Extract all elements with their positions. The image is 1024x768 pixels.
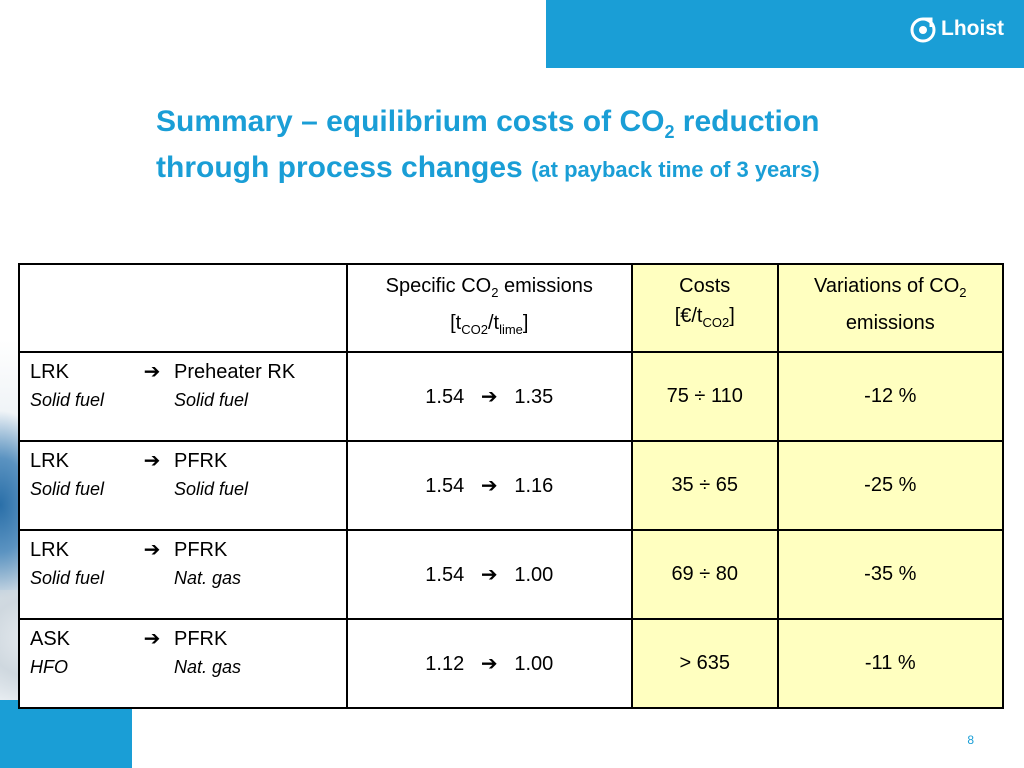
arrow-icon: ➔ xyxy=(480,564,498,586)
emissions-cell: 1.54 ➔ 1.16 xyxy=(345,440,633,531)
table-header-row: Specific CO2 emissions [tCO2/tlime] Cost… xyxy=(18,263,1005,353)
costs-cell: 35 ÷ 65 xyxy=(630,440,779,531)
arrow-icon: ➔ xyxy=(480,653,498,675)
arrow-icon: ➔ xyxy=(480,386,498,408)
table-row: LRK ➔ PFRK Solid fuel Nat. gas 1.54 ➔ 1.00 … xyxy=(18,529,1005,620)
page-number: 8 xyxy=(967,733,974,747)
variation-cell: -12 % xyxy=(776,351,1005,442)
process-cell: ASK ➔ PFRK HFO Nat. gas xyxy=(18,618,348,709)
table-row: ASK ➔ PFRK HFO Nat. gas 1.12 ➔ 1.00 > 635 -… xyxy=(18,618,1005,709)
emissions-cell: 1.54 ➔ 1.35 xyxy=(345,351,633,442)
arrow-icon: ➔ xyxy=(143,450,161,472)
decorative-footer-block xyxy=(0,700,132,768)
summary-table: Specific CO2 emissions [tCO2/tlime] Cost… xyxy=(18,263,1005,709)
header-variations: Variations of CO2 emissions xyxy=(776,263,1005,353)
header-emissions: Specific CO2 emissions [tCO2/tlime] xyxy=(345,263,633,353)
table-row: LRK ➔ Preheater RK Solid fuel Solid fuel 1.… xyxy=(18,351,1005,442)
slide-title: Summary – equilibrium costs of CO2 reduc… xyxy=(156,105,820,184)
header-process xyxy=(18,263,348,353)
logo-banner: Lhoist xyxy=(546,0,1024,68)
process-cell: LRK ➔ PFRK Solid fuel Nat. gas xyxy=(18,529,348,620)
lhoist-logo-icon xyxy=(910,17,936,43)
header-costs: Costs [€/tCO2] xyxy=(630,263,779,353)
costs-cell: 69 ÷ 80 xyxy=(630,529,779,620)
arrow-icon: ➔ xyxy=(143,539,161,561)
process-cell: LRK ➔ PFRK Solid fuel Solid fuel xyxy=(18,440,348,531)
emissions-cell: 1.12 ➔ 1.00 xyxy=(345,618,633,709)
process-cell: LRK ➔ Preheater RK Solid fuel Solid fuel xyxy=(18,351,348,442)
arrow-icon: ➔ xyxy=(143,361,161,383)
arrow-icon: ➔ xyxy=(480,475,498,497)
variation-cell: -25 % xyxy=(776,440,1005,531)
costs-cell: > 635 xyxy=(630,618,779,709)
variation-cell: -11 % xyxy=(776,618,1005,709)
variation-cell: -35 % xyxy=(776,529,1005,620)
emissions-cell: 1.54 ➔ 1.00 xyxy=(345,529,633,620)
table-row: LRK ➔ PFRK Solid fuel Solid fuel 1.54 ➔ 1.1… xyxy=(18,440,1005,531)
logo-text: Lhoist xyxy=(941,17,1004,40)
costs-cell: 75 ÷ 110 xyxy=(630,351,779,442)
lhoist-logo: Lhoist xyxy=(909,14,1004,44)
arrow-icon: ➔ xyxy=(143,628,161,650)
